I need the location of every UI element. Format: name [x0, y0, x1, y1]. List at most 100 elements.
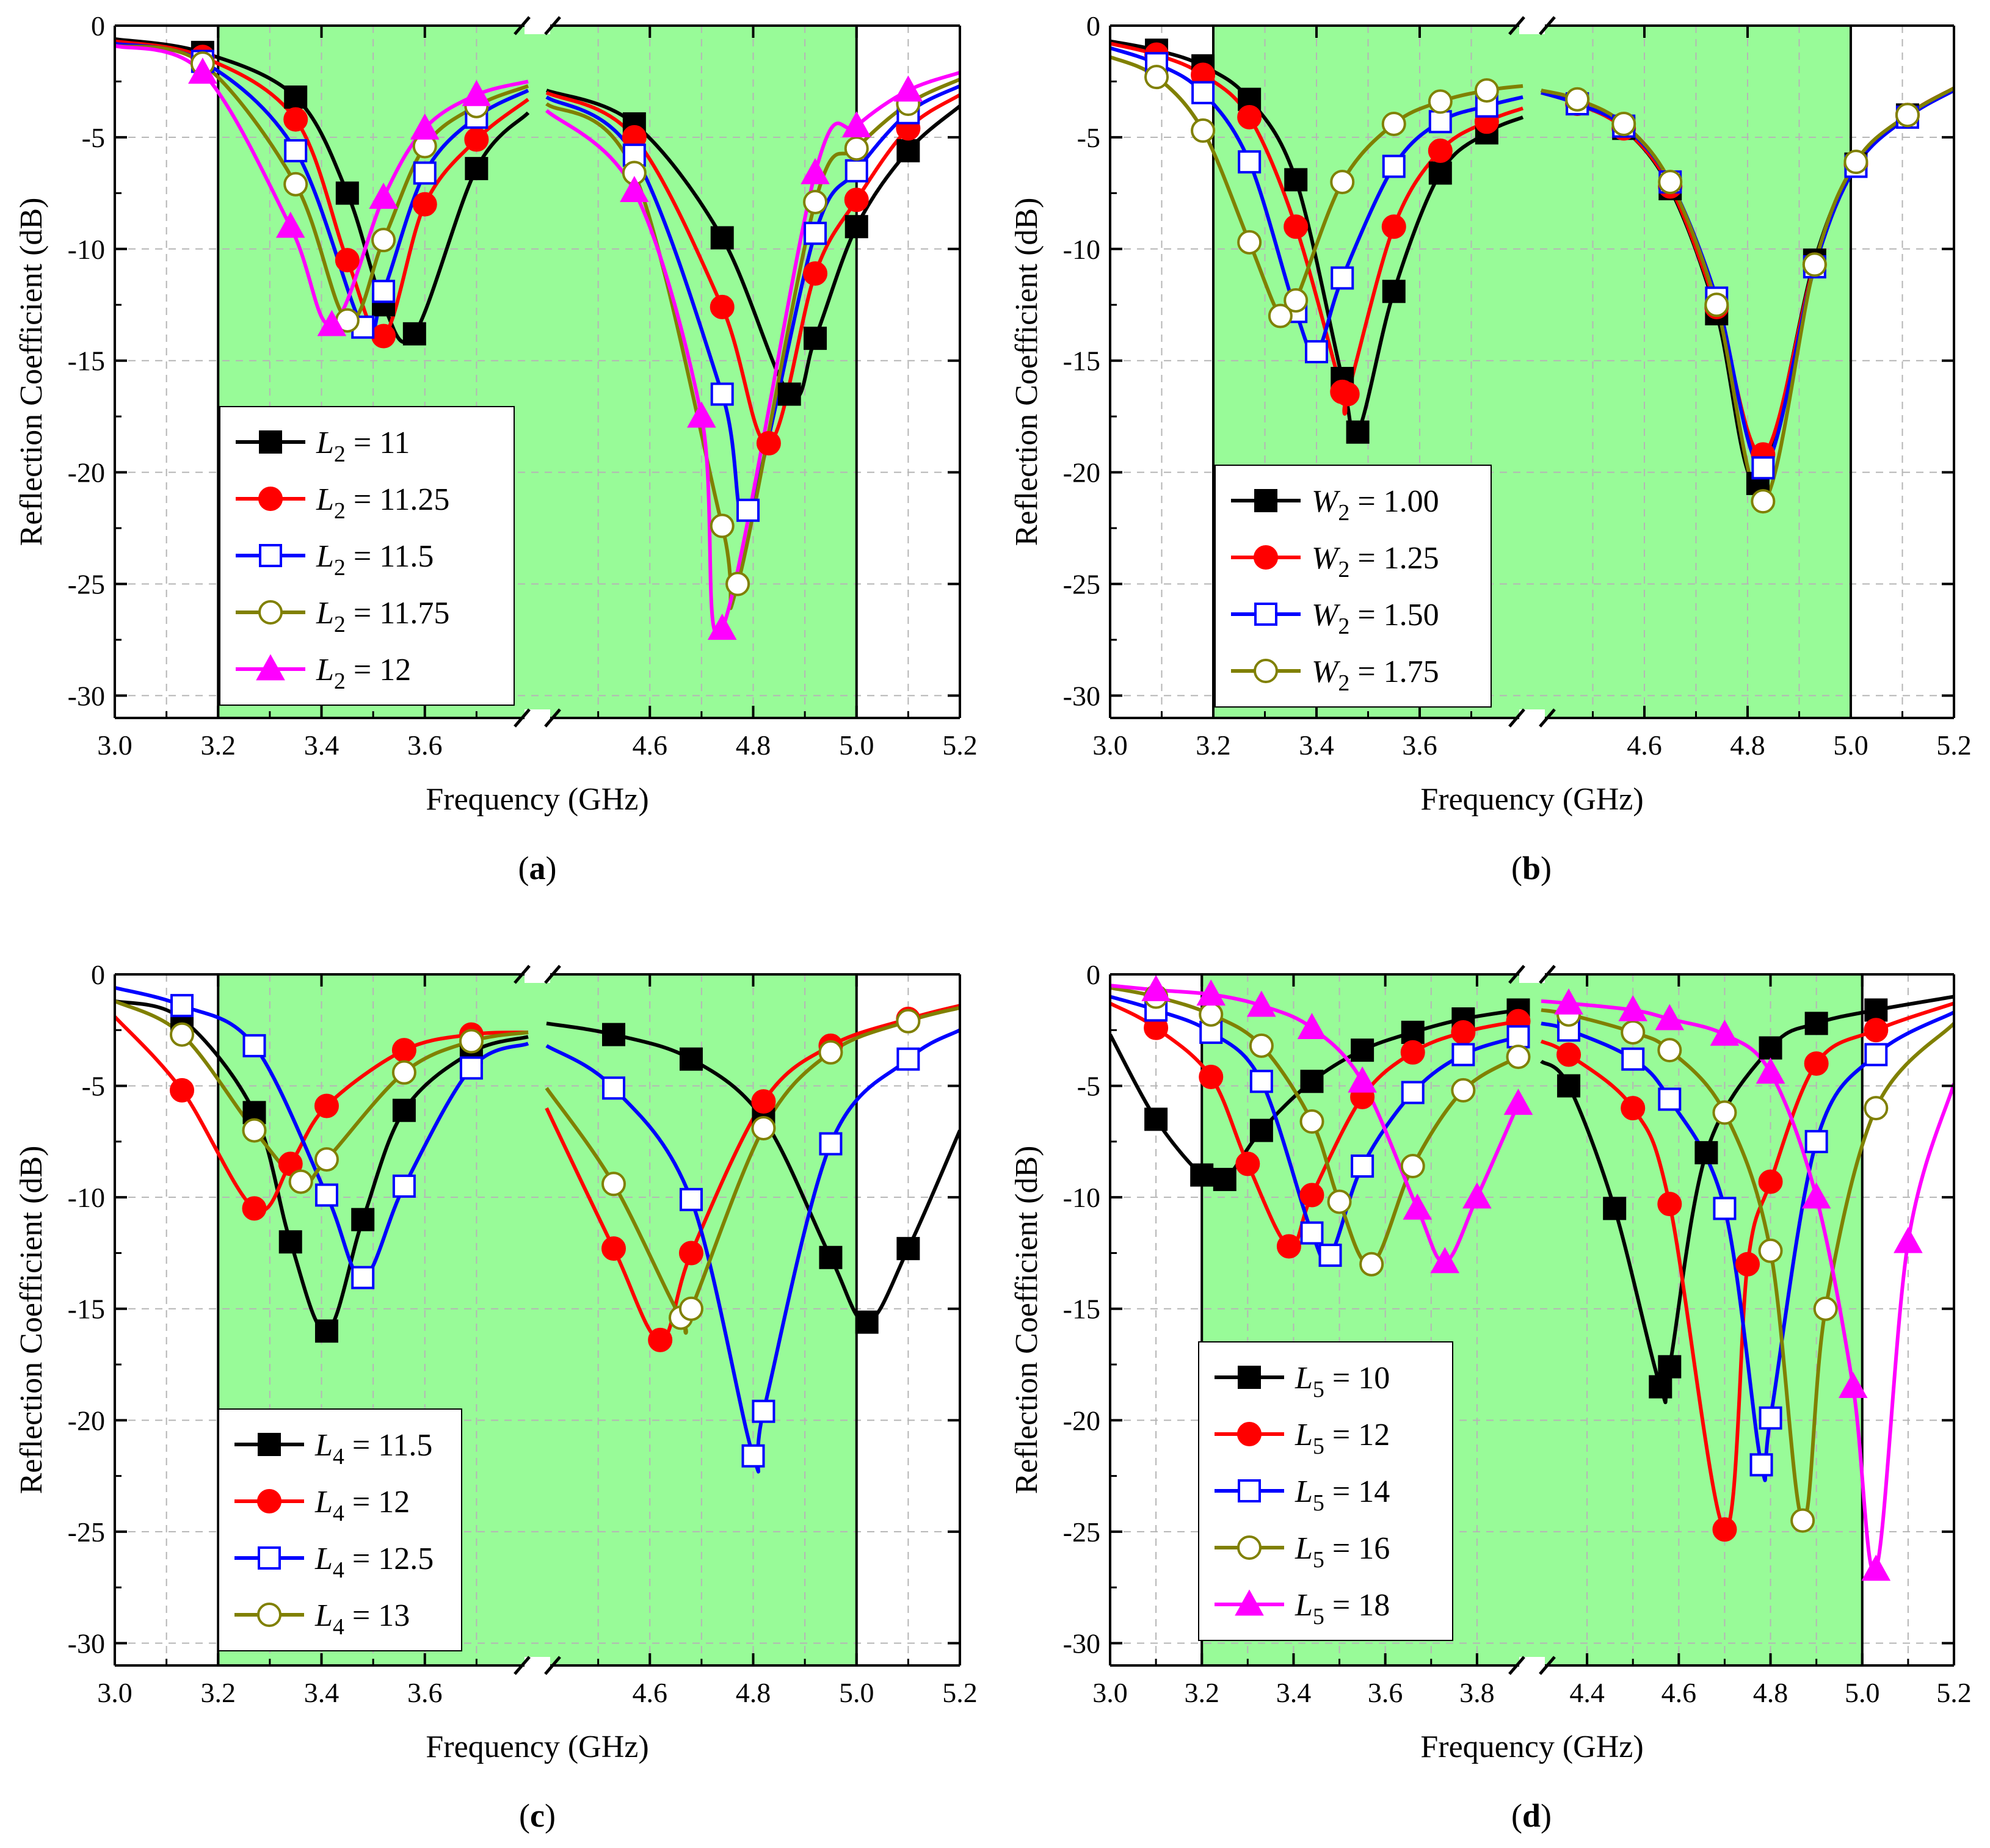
data-point: [1895, 103, 1920, 128]
y-tick-label: -20: [68, 1405, 105, 1436]
data-point: [1381, 214, 1406, 239]
legend-marker: [1237, 1422, 1262, 1446]
data-point: [1813, 1296, 1838, 1321]
legend-label: L2 = 11.5: [316, 539, 434, 581]
data-point: [1657, 1192, 1682, 1217]
data-point: [314, 1183, 338, 1207]
panel-label: (d): [1511, 1797, 1552, 1834]
legend-label: L4 = 11.5: [314, 1428, 432, 1469]
data-point: [679, 1047, 703, 1071]
legend-label: L5 = 16: [1295, 1531, 1390, 1573]
legend-entry: L4 = 13: [234, 1598, 410, 1640]
data-point: [391, 1038, 416, 1063]
y-tick-label: -30: [68, 680, 105, 711]
data-point: [465, 157, 488, 181]
data-point: [818, 1040, 843, 1065]
data-point: [751, 1115, 776, 1140]
data-point: [314, 1147, 339, 1172]
data-point: [803, 261, 828, 286]
x-tick-label: 4.8: [1753, 1677, 1788, 1708]
data-point: [314, 1319, 338, 1343]
data-point: [1749, 1453, 1773, 1477]
data-point: [1191, 81, 1215, 104]
series-line-3-high: [545, 1028, 960, 1474]
legend: L5 = 10 L5 = 12 L5 = 14 L5 = 16 L5 = 18: [1198, 1341, 1453, 1641]
data-point: [278, 1230, 302, 1254]
data-point: [756, 431, 781, 456]
chart-panel-b: 0 -5 -10 -15 -20 -25 -30 3.0 3.2 3.4 3.6 4.6 4.8 5.0 5…: [1009, 10, 1972, 886]
data-point: [283, 172, 308, 197]
data-point: [1190, 1163, 1214, 1187]
data-point: [1351, 1038, 1374, 1062]
data-point: [1655, 1004, 1685, 1031]
axis-break-mark: [1508, 1656, 1556, 1675]
y-tick-label: -10: [1063, 234, 1100, 265]
data-point: [1284, 214, 1309, 239]
data-point: [1618, 995, 1648, 1021]
data-point: [284, 139, 308, 162]
legend-label: W2 = 1.25: [1312, 541, 1439, 582]
legend-entry: L5 = 16: [1215, 1531, 1390, 1573]
legend-marker: [1254, 545, 1278, 570]
legend-label: W2 = 1.00: [1312, 484, 1439, 526]
y-tick-label: -10: [1063, 1182, 1100, 1213]
data-point: [1238, 150, 1262, 174]
data-point: [620, 176, 649, 203]
data-point: [602, 1023, 626, 1046]
data-point: [601, 1172, 626, 1197]
data-point: [413, 161, 437, 185]
y-tick-label: 0: [91, 959, 105, 990]
x-tick-label: 3.0: [1092, 730, 1128, 761]
data-point: [1249, 1118, 1273, 1142]
data-point: [1603, 1197, 1627, 1220]
legend-label: L4 = 12: [314, 1485, 410, 1526]
x-tick-label: 3.4: [304, 730, 340, 761]
series-line-5-high: [1541, 999, 1954, 1574]
data-point: [1694, 1141, 1718, 1165]
data-point: [1801, 1182, 1831, 1209]
data-point: [464, 127, 489, 152]
panel-label: (a): [518, 850, 557, 886]
panel-label: (b): [1511, 850, 1552, 886]
legend-entry: W2 = 1.25: [1231, 541, 1439, 582]
data-point: [819, 1245, 843, 1269]
data-point: [710, 294, 735, 319]
data-point: [351, 1208, 375, 1231]
data-point: [1621, 1096, 1646, 1121]
data-point: [707, 614, 737, 640]
data-point: [710, 226, 734, 250]
legend-entry: W2 = 1.50: [1231, 598, 1439, 639]
data-point: [170, 994, 194, 1018]
x-tick-label: 3.4: [1276, 1677, 1312, 1708]
data-point: [1474, 78, 1499, 103]
data-point: [170, 1078, 195, 1103]
data-point: [1894, 1227, 1923, 1253]
legend-label: L2 = 11.25: [316, 482, 449, 524]
x-tick-label: 4.6: [1627, 730, 1662, 761]
x-tick-label: 4.8: [736, 730, 771, 761]
data-point: [1710, 1020, 1740, 1046]
series-group: [1110, 975, 1954, 1581]
data-point: [1804, 1012, 1828, 1035]
data-point: [1557, 1074, 1581, 1098]
legend-label: L5 = 18: [1295, 1588, 1390, 1629]
data-point: [725, 571, 750, 596]
data-point: [844, 136, 869, 161]
x-tick-label: 3.4: [304, 1677, 340, 1708]
data-point: [751, 1089, 776, 1114]
data-point: [1382, 154, 1406, 178]
series-line-2-low: [115, 39, 529, 339]
data-point: [392, 1098, 416, 1122]
panel-label: (c): [519, 1797, 556, 1834]
data-point: [896, 139, 920, 162]
data-point: [1318, 1244, 1342, 1267]
data-point: [741, 1444, 765, 1468]
axis-break-mark: [514, 16, 561, 35]
legend-marker: [1238, 1479, 1261, 1502]
x-tick-label: 4.4: [1569, 1677, 1605, 1708]
data-point: [893, 75, 923, 102]
axes: [1109, 973, 1955, 1667]
data-point: [1658, 170, 1683, 195]
data-point: [412, 192, 437, 217]
data-point: [1348, 1066, 1377, 1093]
